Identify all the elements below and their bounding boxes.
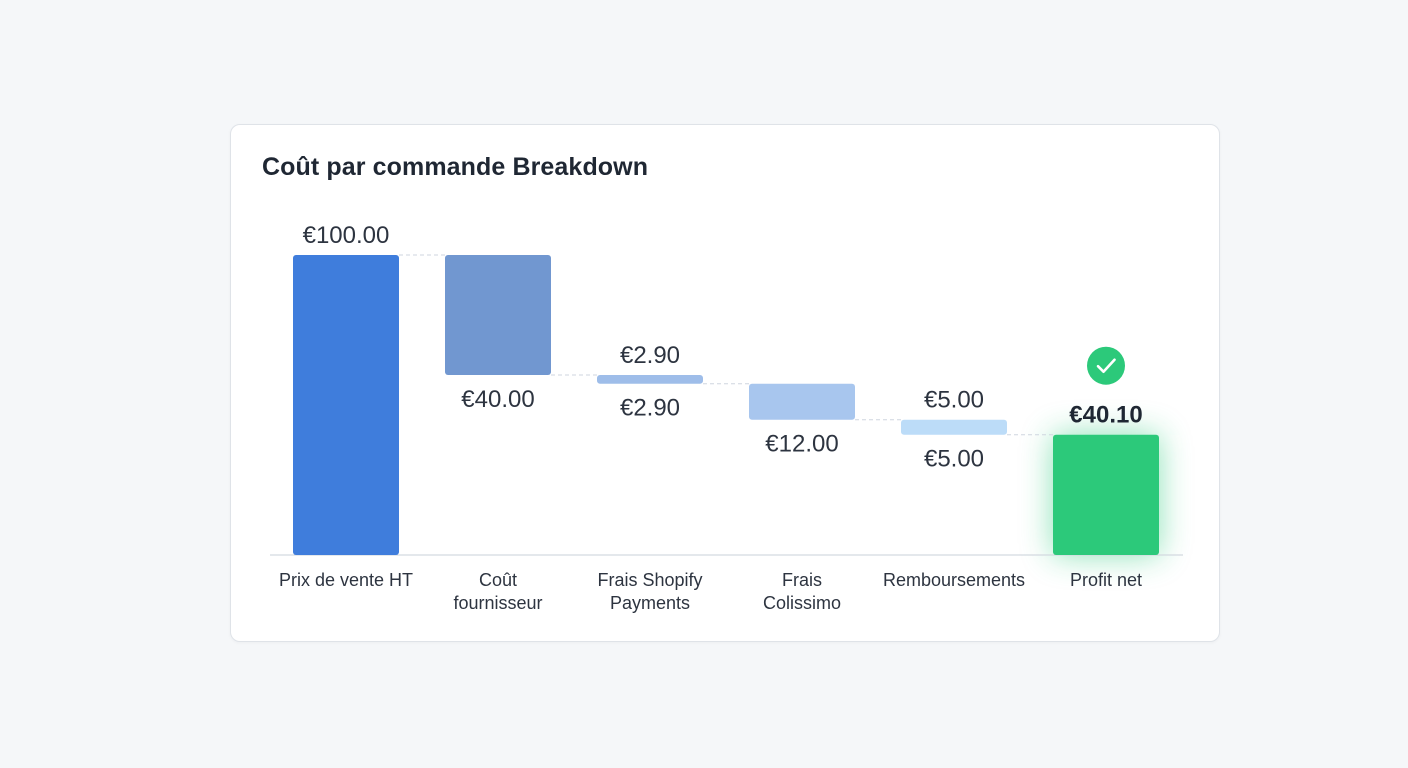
category-label: Frais xyxy=(782,570,822,590)
value-label-bottom: €12.00 xyxy=(765,431,838,458)
bar-1[interactable] xyxy=(293,255,399,555)
value-label-top: €5.00 xyxy=(924,387,984,414)
waterfall-chart: €100.00 €40.00 €2.90 €2.90 €12.00 €5.00 €5.00 €… xyxy=(270,222,1183,613)
category-label: Colissimo xyxy=(763,593,841,613)
category-label: Frais Shopify xyxy=(597,570,702,590)
category-label: Coût xyxy=(479,570,517,590)
value-label-top: €2.90 xyxy=(620,342,680,369)
bar-6[interactable] xyxy=(1053,434,1159,555)
check-circle-icon xyxy=(1087,346,1125,385)
value-label-bottom: €5.00 xyxy=(924,446,984,473)
bar-4[interactable] xyxy=(749,383,855,420)
check-mark-icon xyxy=(1096,358,1116,373)
chart-card: Coût par commande Breakdown €100.00 €40.0… xyxy=(230,124,1220,642)
category-label: Profit net xyxy=(1070,570,1142,590)
value-label-top: €100.00 xyxy=(303,222,390,249)
value-label-top: €40.10 xyxy=(1069,402,1142,429)
category-label: Prix de vente HT xyxy=(279,570,413,590)
chart-title: Coût par commande Breakdown xyxy=(262,153,649,181)
value-label-bottom: €40.00 xyxy=(461,386,534,413)
category-label: fournisseur xyxy=(453,593,542,613)
category-label: Remboursements xyxy=(883,570,1025,590)
bar-5[interactable] xyxy=(901,419,1007,435)
bar-2[interactable] xyxy=(445,255,551,375)
category-label: Payments xyxy=(610,593,690,613)
value-label-bottom: €2.90 xyxy=(620,395,680,422)
bar-3[interactable] xyxy=(597,375,703,384)
